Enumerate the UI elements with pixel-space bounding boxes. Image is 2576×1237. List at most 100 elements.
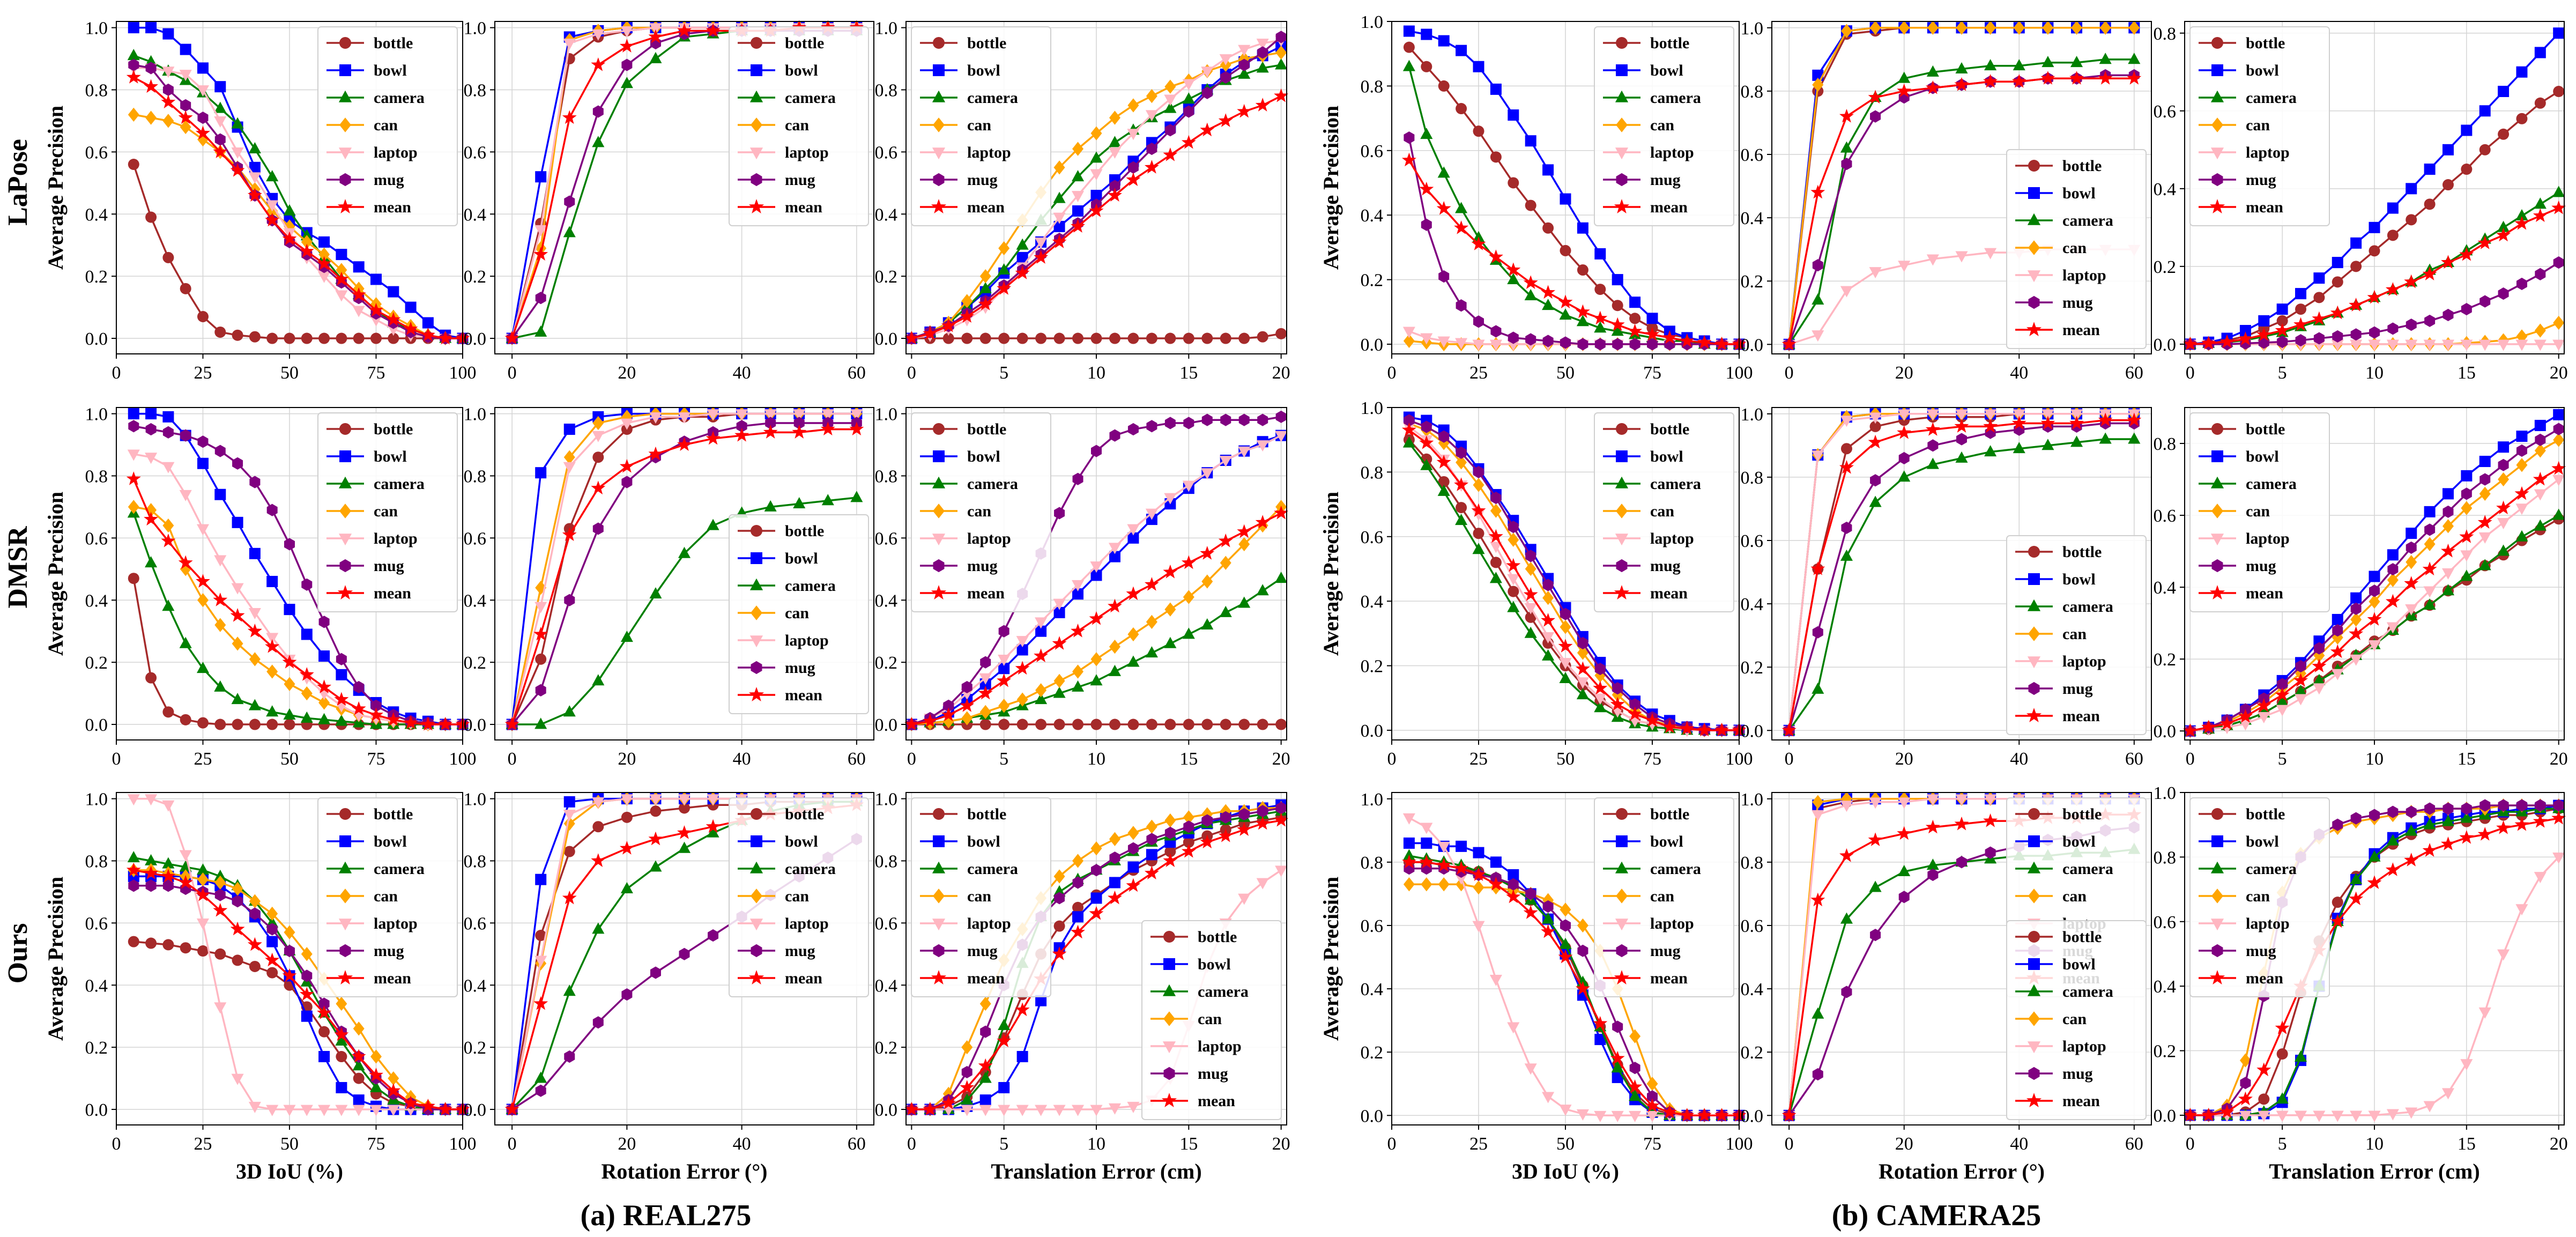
panel-camera25-ours-iou-point-camera-8: [1542, 912, 1555, 924]
panel-real275-ours-rotation-ytick-2: 0.4: [464, 976, 487, 996]
panel-real275-dmsr-translation-point-laptop-4: [979, 673, 992, 685]
panel-camera25-ours-translation-point-laptop-5: [2276, 1110, 2289, 1122]
panel-real275-dmsr-rotation-point-mean-3: [591, 480, 606, 495]
panel-real275-lapose-iou-point-camera-6: [231, 117, 244, 129]
panel-real275-lapose-translation-point-mean-3: [960, 309, 975, 323]
panel-camera25-ours-translation-point-camera-5: [2276, 1092, 2289, 1104]
panel-real275-ours-translation-point-bottle-14: [1164, 846, 1176, 857]
panel-camera25-lapose-translation-point-can-20: [2553, 315, 2565, 330]
panel-camera25-dmsr-rotation-point-laptop-8: [2013, 409, 2025, 421]
panel-camera25-lapose-iou-point-mean-16: [1680, 333, 1695, 347]
panel-camera25-ours-iou-point-mean-4: [1471, 867, 1486, 881]
panel-camera25-lapose-rotation-point-can-4: [1898, 20, 1910, 35]
panel-camera25-lapose-translation-legend-label-bottle: bottle: [2246, 34, 2285, 52]
panel-real275-lapose-iou-point-bowl-14: [370, 273, 382, 285]
panel-real275-dmsr-rotation-point-mean-2: [562, 527, 577, 542]
panel-real275-lapose-rotation-xtick-3: 60: [848, 363, 866, 383]
panel-real275-dmsr-translation-point-camera-14: [1164, 636, 1177, 648]
panel-real275-ours-translation-ytick-2: 0.4: [875, 976, 898, 996]
panel-camera25-dmsr-rotation-legend-marker-bottle: [2028, 546, 2040, 558]
panel-camera25-ours-iou-point-camera-9: [1559, 937, 1572, 949]
panel-camera25-ours-iou-xtick-2: 50: [1556, 1134, 1575, 1154]
panel-camera25-ours-iou-ylabel: Average Precision: [1319, 877, 1343, 1041]
panel-real275-dmsr-rotation-point-mug-1: [535, 684, 546, 697]
panel-camera25-dmsr-iou-legend-marker-mean: [1614, 585, 1630, 600]
panel-real275-ours-translation-point-can-14: [1164, 813, 1176, 828]
panel-camera25-dmsr-translation-point-mug-18: [2516, 444, 2527, 457]
panel-real275-ours-rotation-legend-marker-bottle: [751, 808, 762, 820]
panel-real275-ours-iou-point-mean-13: [351, 1049, 366, 1063]
panel-camera25-ours-rotation-point-laptop-2: [1840, 801, 1853, 812]
panel-real275-dmsr-iou-point-can-11: [318, 695, 330, 710]
panel-real275-dmsr-rotation-point-camera-9: [764, 500, 777, 512]
panel-real275-ours-iou-point-mean-5: [213, 903, 228, 917]
panel-camera25-dmsr-translation-point-mean-2: [2219, 716, 2234, 730]
panel-real275-ours-rotation-legend-label-mean: mean: [785, 969, 822, 987]
panel-real275-dmsr-rotation-point-camera-10: [793, 497, 806, 509]
panel-camera25-dmsr-iou-legend-marker-bowl: [1616, 450, 1628, 462]
panel-real275-lapose-translation-point-camera-15: [1182, 92, 1195, 104]
panel-real275-ours-iou-legend-label-mug: mug: [374, 942, 404, 960]
panel-camera25-ours-translation-point-laptop-10: [2368, 1110, 2381, 1122]
panel-real275-lapose-translation-point-mug-19: [1257, 46, 1268, 59]
panel-camera25-lapose-translation-point-bottle-6: [2295, 303, 2307, 315]
panel-real275-dmsr-iou-point-mean-16: [403, 715, 418, 729]
panel-camera25-lapose-translation-series-mean: [2182, 200, 2566, 351]
panel-real275-dmsr-iou-point-bowl-9: [284, 604, 295, 616]
panel-real275-dmsr-iou-point-mean-2: [161, 533, 176, 547]
panel-real275-dmsr-translation-point-laptop-5: [998, 654, 1011, 666]
panel-camera25-ours-translation-legend-marker-mug: [2211, 944, 2223, 958]
panel-real275-dmsr-rotation-point-camera-11: [821, 494, 834, 506]
panel-real275-ours-rotation-xtick-0: 0: [508, 1134, 517, 1154]
panel-real275-ours-iou-ytick-0: 0.0: [85, 1100, 108, 1120]
panel-real275-dmsr-rotation-legend-label-bottle: bottle: [785, 522, 824, 540]
panel-camera25-dmsr-iou-point-laptop-8: [1542, 632, 1555, 643]
panel-real275-lapose-rotation-ytick-4: 0.8: [464, 80, 487, 100]
panel-real275-dmsr-translation-point-mean-11: [1107, 598, 1122, 613]
panel-camera25-lapose-translation-point-laptop-13: [2423, 339, 2436, 351]
panel-camera25-dmsr-iou-point-camera-0: [1402, 436, 1415, 448]
panel-real275-ours-iou-point-laptop-14: [369, 1105, 383, 1116]
panel-camera25-lapose-rotation-legend-label-can: can: [2062, 239, 2087, 257]
panel-camera25-ours-rotation-b-legend-marker-can: [2028, 1011, 2040, 1026]
panel-camera25-dmsr-translation-point-laptop-13: [2423, 586, 2436, 598]
panel-real275-ours-iou-point-bottle-5: [214, 948, 226, 960]
panel-camera25-lapose-translation-point-bottle-18: [2516, 113, 2528, 124]
panel-camera25-dmsr-translation-point-laptop-8: [2331, 669, 2344, 680]
panel-camera25-ours-rotation-b-legend-marker-laptop: [2027, 1041, 2041, 1054]
panel-real275-lapose-translation-point-bottle-3: [961, 332, 973, 344]
panel-camera25-dmsr-translation-point-camera-16: [2478, 559, 2491, 571]
panel-camera25-ours-rotation-point-mean-4: [1897, 826, 1912, 840]
panel-real275-dmsr-iou-point-bottle-1: [145, 672, 157, 684]
panel-camera25-dmsr-iou-point-mean-4: [1471, 503, 1486, 517]
panel-camera25-ours-rotation-a-legend-label-camera: camera: [2062, 860, 2113, 878]
panel-camera25-dmsr-rotation-point-camera-4: [1898, 470, 1911, 482]
panel-real275-dmsr-translation-point-bottle-14: [1164, 719, 1176, 730]
panel-real275-ours-rotation-point-mug-2: [564, 1050, 575, 1063]
panel-camera25-ours-translation-point-mug-16: [2480, 799, 2491, 812]
panel-real275-ours-iou-point-bottle-1: [145, 937, 157, 949]
panel-camera25-dmsr-rotation-point-mean-10: [2069, 416, 2084, 429]
panel-camera25-dmsr-translation-point-laptop-6: [2294, 694, 2307, 706]
panel-real275-lapose-iou-ytick-5: 1.0: [85, 19, 108, 39]
panel-real275-dmsr-rotation-point-camera-1: [534, 717, 547, 729]
panel-camera25-dmsr-iou-point-laptop-5: [1489, 542, 1502, 553]
panel-camera25-lapose-rotation-xtick-2: 40: [2010, 363, 2028, 383]
panel-real275-ours-iou-legend-box: [317, 797, 458, 997]
panel-camera25-ours-iou-ytick-4: 0.8: [1361, 853, 1384, 873]
panel-real275-dmsr-iou-legend-marker-bowl: [339, 450, 351, 462]
panel-camera25-lapose-iou-point-laptop-5: [1489, 339, 1502, 351]
panel-real275-lapose-iou-point-mean-15: [386, 312, 401, 326]
panel-real275-lapose-iou-point-bowl-17: [422, 317, 434, 329]
panel-camera25-dmsr-rotation-point-camera-5: [1926, 457, 1939, 469]
panel-real275-ours-rotation-point-mug-5: [650, 966, 661, 979]
panel-camera25-dmsr-rotation-point-camera-9: [2042, 439, 2054, 450]
panel-camera25-dmsr-iou-frame: [1391, 407, 1740, 740]
panel-real275-lapose-translation-point-laptop-12: [1127, 129, 1140, 140]
panel-camera25-lapose-translation-point-bowl-19: [2534, 47, 2546, 58]
panel-real275-dmsr-iou-point-laptop-1: [145, 453, 158, 464]
panel-real275-dmsr-iou-point-camera-8: [266, 705, 279, 717]
panel-camera25-lapose-iou-legend-label-can: can: [1650, 116, 1674, 134]
panel-real275-lapose-rotation-point-camera-4: [620, 77, 633, 88]
